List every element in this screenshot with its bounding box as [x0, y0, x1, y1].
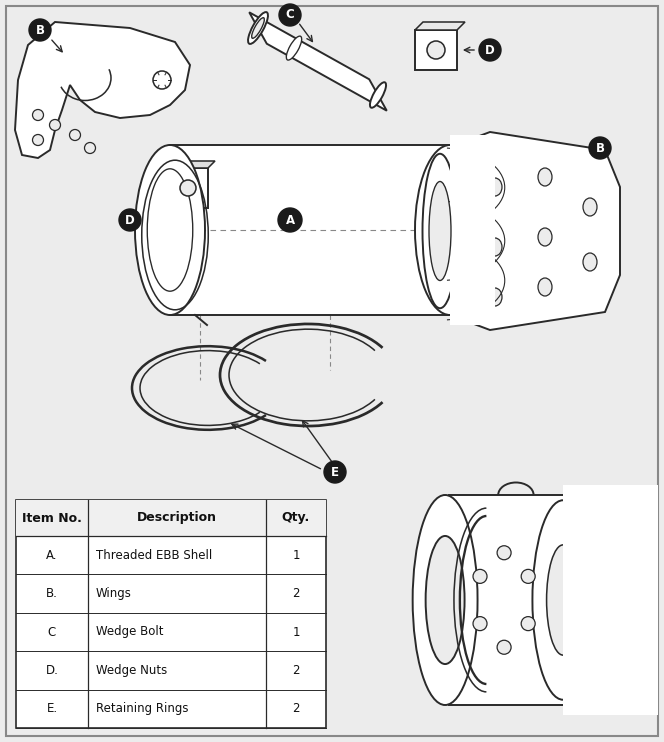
Text: B.: B. — [46, 587, 58, 600]
Ellipse shape — [583, 253, 597, 271]
Ellipse shape — [488, 238, 502, 256]
Circle shape — [473, 569, 487, 583]
Circle shape — [479, 39, 501, 61]
Ellipse shape — [135, 145, 205, 315]
Ellipse shape — [370, 82, 386, 108]
Circle shape — [84, 142, 96, 154]
Circle shape — [70, 130, 80, 140]
Text: E.: E. — [46, 702, 58, 715]
Circle shape — [180, 180, 196, 196]
Ellipse shape — [252, 18, 264, 39]
Ellipse shape — [533, 500, 594, 700]
Text: C: C — [48, 626, 56, 639]
Polygon shape — [415, 22, 465, 30]
Circle shape — [427, 41, 445, 59]
Circle shape — [521, 617, 535, 631]
Circle shape — [33, 110, 44, 120]
Text: Wedge Bolt: Wedge Bolt — [96, 626, 163, 639]
Text: Wings: Wings — [96, 587, 132, 600]
Ellipse shape — [488, 178, 502, 196]
FancyBboxPatch shape — [16, 500, 326, 536]
Ellipse shape — [538, 278, 552, 296]
Text: D.: D. — [46, 664, 58, 677]
Ellipse shape — [538, 228, 552, 246]
Text: E: E — [331, 465, 339, 479]
Circle shape — [33, 134, 44, 145]
Text: Retaining Rings: Retaining Rings — [96, 702, 189, 715]
Text: Item No.: Item No. — [22, 511, 82, 525]
Ellipse shape — [429, 182, 451, 280]
Polygon shape — [170, 145, 450, 315]
Text: 2: 2 — [292, 702, 299, 715]
Circle shape — [497, 546, 511, 559]
Circle shape — [278, 208, 302, 232]
Text: Qty.: Qty. — [282, 511, 310, 525]
Text: A: A — [286, 214, 295, 226]
Text: Wedge Nuts: Wedge Nuts — [96, 664, 167, 677]
Ellipse shape — [583, 198, 597, 216]
FancyBboxPatch shape — [415, 30, 457, 70]
Text: Description: Description — [137, 511, 217, 525]
Text: 2: 2 — [292, 587, 299, 600]
Text: B: B — [35, 24, 44, 36]
FancyBboxPatch shape — [6, 6, 658, 736]
Circle shape — [29, 19, 51, 41]
Text: D: D — [485, 44, 495, 56]
Circle shape — [521, 569, 535, 583]
Polygon shape — [435, 132, 620, 330]
Circle shape — [50, 119, 60, 131]
Ellipse shape — [415, 145, 485, 315]
Ellipse shape — [422, 154, 457, 308]
Circle shape — [497, 640, 511, 654]
Text: Threaded EBB Shell: Threaded EBB Shell — [96, 548, 212, 562]
Ellipse shape — [546, 545, 580, 655]
Ellipse shape — [538, 168, 552, 186]
Circle shape — [153, 71, 171, 89]
Circle shape — [119, 209, 141, 231]
Circle shape — [324, 461, 346, 483]
Text: 2: 2 — [292, 664, 299, 677]
Circle shape — [279, 4, 301, 26]
Ellipse shape — [286, 36, 301, 60]
Ellipse shape — [248, 12, 268, 44]
Ellipse shape — [488, 288, 502, 306]
FancyBboxPatch shape — [168, 168, 208, 208]
Ellipse shape — [412, 495, 477, 705]
Ellipse shape — [426, 536, 465, 664]
Text: A.: A. — [46, 548, 58, 562]
Polygon shape — [249, 13, 386, 111]
Ellipse shape — [147, 168, 193, 291]
Polygon shape — [439, 495, 575, 705]
Text: 1: 1 — [292, 626, 299, 639]
Circle shape — [473, 617, 487, 631]
Polygon shape — [15, 22, 190, 158]
Circle shape — [589, 137, 611, 159]
Text: B: B — [596, 142, 604, 154]
Polygon shape — [563, 485, 658, 715]
Text: D: D — [125, 214, 135, 226]
Polygon shape — [168, 161, 215, 168]
Polygon shape — [450, 135, 495, 325]
Text: 1: 1 — [292, 548, 299, 562]
FancyBboxPatch shape — [16, 500, 326, 728]
Text: C: C — [286, 8, 294, 22]
